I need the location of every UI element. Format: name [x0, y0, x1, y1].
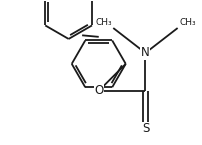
Text: CH₃: CH₃ [95, 18, 111, 27]
Text: S: S [141, 122, 148, 135]
Text: N: N [140, 46, 149, 59]
Text: CH₃: CH₃ [178, 18, 195, 27]
Text: O: O [94, 84, 103, 97]
